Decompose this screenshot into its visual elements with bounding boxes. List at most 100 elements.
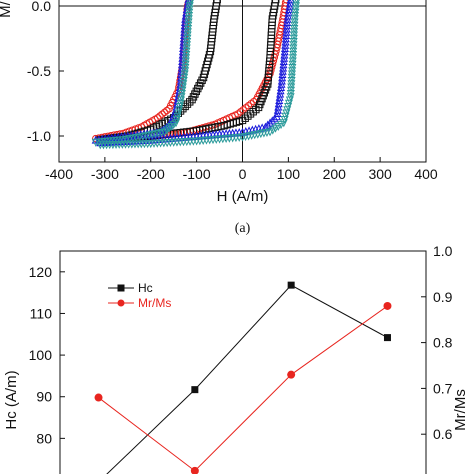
loop-marker <box>185 5 194 14</box>
loop-marker <box>180 70 189 79</box>
loop-marker <box>292 2 301 11</box>
x-tick-label: 200 <box>323 166 347 182</box>
loop-marker <box>180 73 189 82</box>
right-axis-title: Mr/Ms <box>452 389 469 431</box>
loop-marker <box>171 119 180 128</box>
series-line-hc <box>106 284 388 474</box>
hysteresis-ticks: -400 -300 -200 -100 0 100 200 300 400 0.0 -0.5 -1.0 <box>27 0 438 182</box>
loop-marker <box>238 116 247 125</box>
loop-marker <box>280 116 289 125</box>
loop-marker <box>249 108 257 116</box>
loop-marker <box>284 99 293 108</box>
loop-marker <box>268 116 277 125</box>
loop-marker <box>177 93 186 102</box>
x-tick-label: -100 <box>183 166 211 182</box>
loop-marker <box>286 0 295 4</box>
left-tick-label: 120 <box>29 264 53 280</box>
loop-marker <box>160 108 169 117</box>
x-tick-label: 400 <box>414 166 438 182</box>
loop-marker <box>291 5 300 14</box>
right-tick-label: 0.8 <box>433 335 453 351</box>
loop-marker <box>241 114 249 122</box>
loop-marker <box>163 106 171 115</box>
left-tick-label: 110 <box>30 305 53 321</box>
loop-marker <box>266 69 274 78</box>
y-tick-label: -0.5 <box>27 63 51 79</box>
loop-marker <box>175 106 184 115</box>
coercivity-series <box>94 281 392 474</box>
loop-marker <box>246 110 255 118</box>
legend-label-mr-ms: Mr/Ms <box>138 296 171 310</box>
loop-marker <box>282 109 291 118</box>
loop-marker <box>213 0 221 4</box>
data-point-mr-ms <box>383 301 392 310</box>
x-tick-label: -200 <box>137 166 165 182</box>
right-tick-label: 0.6 <box>433 426 453 442</box>
hysteresis-panel: -400 -300 -200 -100 0 100 200 300 400 0.0 -0.5 -1.0… <box>0 0 438 236</box>
data-point-mr-ms <box>94 393 103 402</box>
loop-marker <box>177 90 186 99</box>
left-axis-title: Hc (A/m) <box>3 370 20 429</box>
loop-marker <box>178 83 187 92</box>
right-tick-label: 0.9 <box>433 289 453 305</box>
loop-marker <box>244 112 252 120</box>
left-tick-label: 90 <box>36 389 52 405</box>
x-axis-title: H (A/m) <box>217 188 269 205</box>
loop-marker <box>173 112 182 121</box>
right-tick-label: 0.5 <box>433 472 453 474</box>
coercivity-ticks: 70 80 90 100 110 120 0.5 0.6 0.7 0.8 0.9 1.0 <box>29 243 453 474</box>
loop-marker <box>270 53 279 62</box>
loop-marker <box>153 114 162 122</box>
loop-marker <box>271 50 279 58</box>
x-tick-label: 100 <box>277 166 301 182</box>
legend-label-hc: Hc <box>138 281 153 295</box>
loop-marker <box>172 116 181 125</box>
loop-marker <box>175 103 184 112</box>
data-point-hc <box>191 386 199 394</box>
loop-marker <box>186 0 194 8</box>
legend-marker-hc <box>117 284 125 292</box>
y-axis-title: M/Ms <box>0 0 14 18</box>
coercivity-plot-frame <box>59 250 427 474</box>
legend: Hc Mr/Ms <box>103 277 183 315</box>
loop-marker <box>179 77 188 86</box>
x-tick-label: 300 <box>368 166 392 182</box>
loop-marker <box>282 0 290 4</box>
data-point-hc <box>383 334 391 342</box>
loop-marker <box>272 0 280 4</box>
loop-marker <box>281 112 290 121</box>
x-tick-label: 0 <box>239 166 247 182</box>
loop-marker <box>270 114 279 123</box>
data-point-mr-ms <box>190 466 199 474</box>
loop-marker <box>186 98 194 106</box>
loop-marker <box>279 119 288 128</box>
loop-marker <box>179 80 188 89</box>
right-tick-label: 0.7 <box>433 380 453 396</box>
loop-marker <box>263 120 272 129</box>
y-tick-label: 0.0 <box>32 0 52 14</box>
loop-marker <box>156 112 164 120</box>
coercivity-panel: 70 80 90 100 110 120 0.5 0.6 0.7 0.8 0.9 1.0 Hc (A/… <box>3 243 469 474</box>
y-tick-label: -1.0 <box>27 128 51 144</box>
loop-series-4 <box>91 0 301 150</box>
loop-marker <box>284 103 293 112</box>
x-tick-label: -400 <box>45 166 73 182</box>
loop-marker <box>177 96 186 105</box>
loop-marker <box>291 8 300 17</box>
data-point-mr-ms <box>287 370 296 379</box>
loop-marker <box>174 109 183 118</box>
loop-marker <box>266 118 275 127</box>
loop-marker <box>252 105 260 114</box>
loop-marker <box>292 0 300 8</box>
right-tick-label: 1.0 <box>433 243 453 259</box>
legend-marker-mr-ms <box>117 299 125 307</box>
loop-marker <box>290 15 299 24</box>
loop-marker <box>283 106 292 115</box>
loop-marker <box>185 2 194 11</box>
series-line-mr-ms <box>98 305 388 472</box>
loop-marker <box>176 99 185 108</box>
hysteresis-series <box>91 0 301 150</box>
data-point-hc <box>287 281 295 289</box>
loop-marker <box>158 110 166 118</box>
